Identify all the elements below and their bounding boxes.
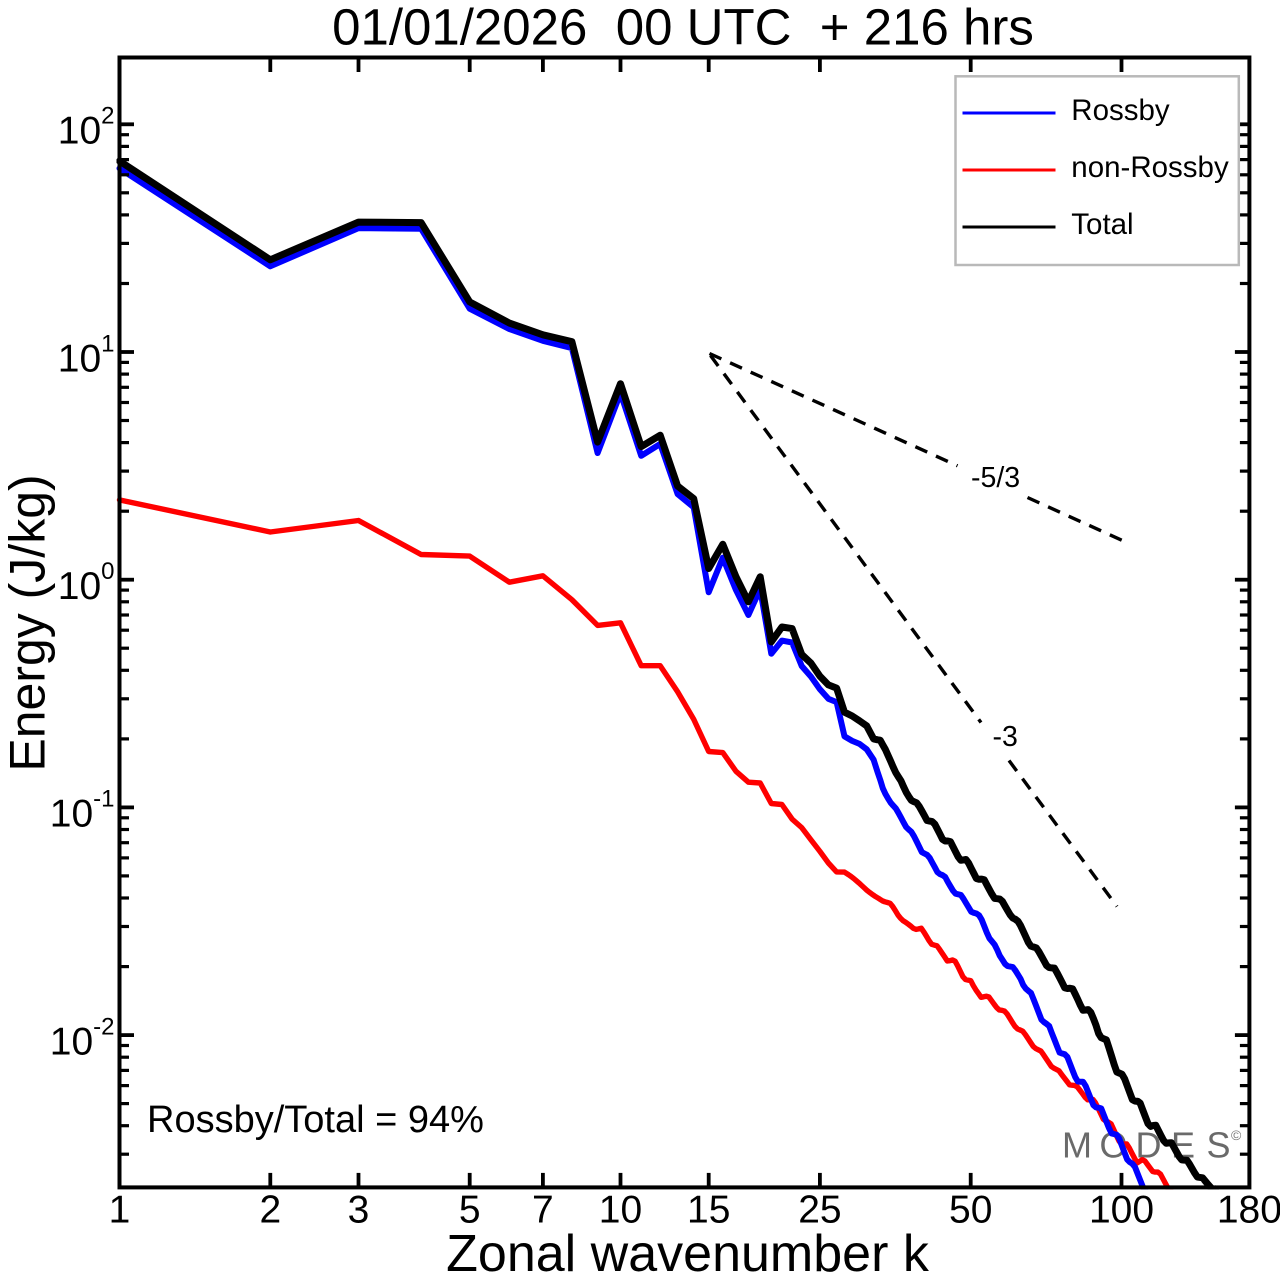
svg-text:M: M [1062, 1125, 1092, 1166]
svg-text:1: 1 [109, 1189, 131, 1232]
svg-text:-3: -3 [993, 721, 1018, 753]
svg-text:100: 100 [1089, 1189, 1154, 1232]
svg-text:Zonal wavenumber k: Zonal wavenumber k [446, 1225, 930, 1281]
svg-text:15: 15 [687, 1189, 730, 1232]
svg-text:25: 25 [798, 1189, 841, 1232]
svg-text:©: © [1231, 1127, 1242, 1143]
svg-text:5: 5 [459, 1189, 481, 1232]
svg-text:S: S [1206, 1125, 1230, 1166]
svg-text:Rossby/Total = 94%: Rossby/Total = 94% [147, 1099, 484, 1141]
svg-text:Total: Total [1071, 208, 1133, 241]
svg-text:180: 180 [1217, 1189, 1280, 1232]
svg-text:-5/3: -5/3 [971, 462, 1020, 494]
svg-text:100: 100 [58, 558, 115, 608]
svg-text:Energy (J/kg): Energy (J/kg) [0, 474, 56, 771]
svg-text:10: 10 [599, 1189, 642, 1232]
svg-text:2: 2 [259, 1189, 281, 1232]
svg-text:7: 7 [532, 1189, 554, 1232]
svg-text:Rossby: Rossby [1071, 94, 1170, 127]
svg-text:01/01/2026 00 UTC + 216 hrs: 01/01/2026 00 UTC + 216 hrs [332, 0, 1034, 56]
svg-text:50: 50 [949, 1189, 992, 1232]
svg-text:non-Rossby: non-Rossby [1071, 151, 1229, 184]
svg-text:3: 3 [348, 1189, 370, 1232]
